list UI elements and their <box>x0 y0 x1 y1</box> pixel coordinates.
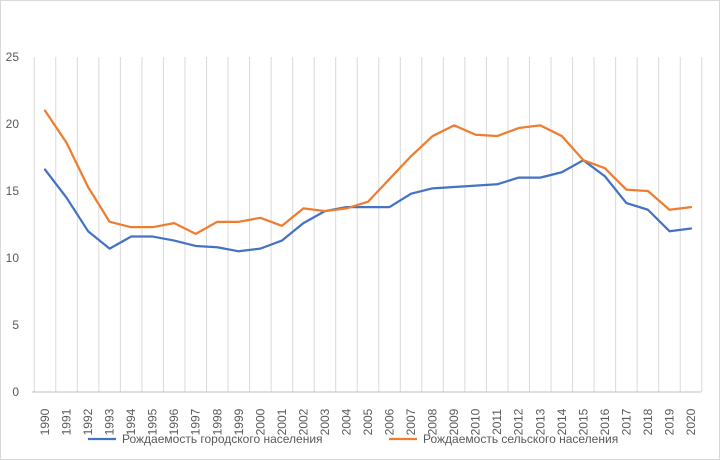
x-tick-label: 2018 <box>641 408 655 435</box>
y-tick-label: 15 <box>6 184 20 198</box>
series-line-2 <box>43 109 693 236</box>
x-tick-label: 1992 <box>81 408 95 435</box>
x-tick-label: 2014 <box>555 408 569 435</box>
x-tick-label: 1990 <box>38 408 52 435</box>
y-tick-label: 5 <box>12 318 19 332</box>
x-tick-label: 2003 <box>318 408 332 435</box>
x-tick-label: 2004 <box>339 408 353 435</box>
x-tick-label: 1991 <box>60 408 74 435</box>
axes: 0 5 10 15 20 25 1990 1991 1992 1993 1994 1995 1996 19… <box>6 50 701 435</box>
x-tick-label: 1993 <box>103 408 117 435</box>
y-tick-label: 0 <box>12 385 19 399</box>
x-tick-label: 2020 <box>684 408 698 435</box>
x-tick-label: 2012 <box>512 408 526 435</box>
x-tick-label: 2019 <box>662 408 676 435</box>
x-tick-label: 2007 <box>404 408 418 435</box>
x-tick-label: 1998 <box>210 408 224 435</box>
legend: Рождаемость городского населения Рождаемо… <box>88 432 618 446</box>
x-tick-label: 1995 <box>146 408 160 435</box>
x-tick-label: 2000 <box>253 408 267 435</box>
y-tick-label: 10 <box>6 251 20 265</box>
x-tick-label: 2010 <box>469 408 483 435</box>
x-tick-label: 2013 <box>533 408 547 435</box>
legend-label: Рождаемость сельского населения <box>423 432 618 446</box>
x-tick-label: 1996 <box>167 408 181 435</box>
y-tick-label: 20 <box>6 117 20 131</box>
x-tick-label: 2011 <box>490 409 504 435</box>
x-tick-label: 2016 <box>598 408 612 435</box>
x-tick-label: 2006 <box>383 408 397 435</box>
x-tick-label: 2001 <box>275 408 289 435</box>
x-tick-label: 2005 <box>361 408 375 435</box>
series-lines <box>43 109 693 253</box>
legend-label: Рождаемость городского населения <box>122 432 323 446</box>
x-tick-label: 2008 <box>426 408 440 435</box>
x-tick-label: 2002 <box>296 408 310 435</box>
x-tick-label: 1997 <box>189 408 203 435</box>
x-tick-label: 2009 <box>447 408 461 435</box>
gridlines <box>33 57 703 392</box>
x-tick-label: 1994 <box>124 408 138 435</box>
x-tick-label: 1999 <box>232 408 246 435</box>
x-tick-label: 2017 <box>619 408 633 435</box>
y-tick-label: 25 <box>6 50 20 64</box>
x-tick-label: 2015 <box>576 408 590 435</box>
